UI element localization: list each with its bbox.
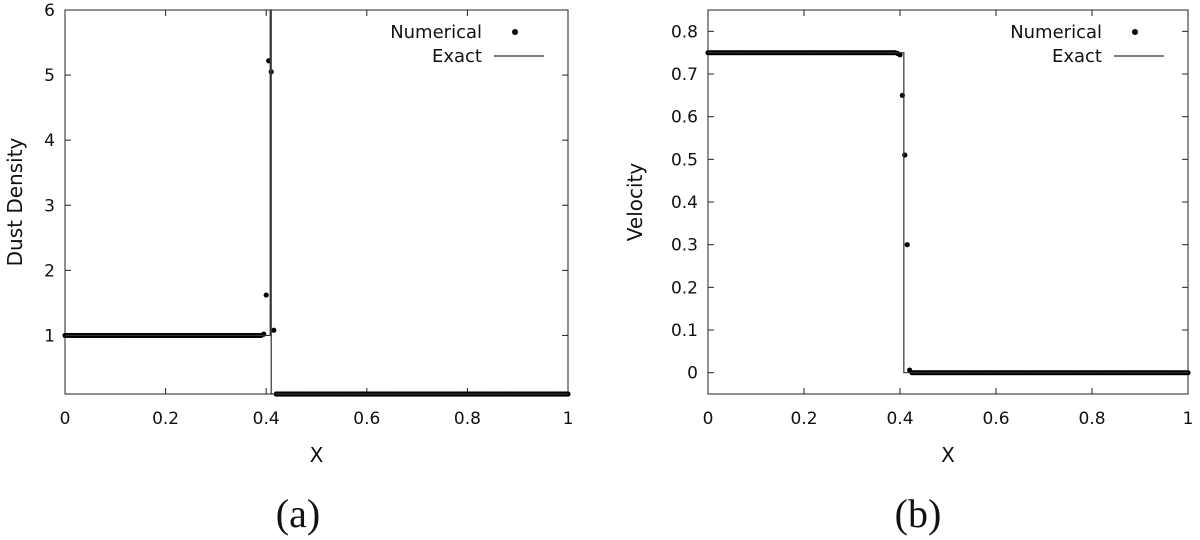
y-tick-label: 0.8 [671, 22, 698, 42]
legend-label-exact: Exact [432, 46, 482, 67]
y-tick-label: 3 [44, 196, 55, 216]
y-tick-label: 0.1 [671, 321, 698, 341]
chart-panel-2: 0 0.2 0.4 0.6 0.8 1 0 0.1 0.2 0.3 0.4 0.5 0.6 0.7 0.8 X… [623, 9, 1194, 536]
y-tick-label: 0 [687, 364, 698, 384]
x-tick-label: 0.8 [454, 409, 481, 429]
y-tick-label: 2 [44, 261, 55, 281]
y-tick-label: 0.2 [671, 278, 698, 298]
y-tick-label: 0.4 [671, 193, 698, 213]
numerical-data-point [897, 52, 903, 58]
x-tick-label: 0.2 [790, 409, 817, 429]
y-tick-label: 0.5 [671, 150, 698, 170]
x-tick-label: 0.2 [152, 409, 179, 429]
legend: Numerical Exact [1010, 22, 1164, 67]
x-tick-label: 0 [703, 409, 714, 429]
y-tick-label: 0.7 [671, 65, 698, 85]
x-axis-title: X [941, 443, 955, 467]
x-tick-label: 1 [563, 409, 574, 429]
y-tick-label: 1 [44, 326, 55, 346]
legend-label-exact: Exact [1052, 46, 1102, 67]
x-tick-label: 0.6 [982, 409, 1009, 429]
legend-marker-numerical [512, 29, 518, 35]
y-tick-label: 0.3 [671, 236, 698, 256]
x-tick-label: 0.4 [886, 409, 913, 429]
panel-label: (b) [895, 491, 942, 536]
exact-solution-line [65, 9, 568, 395]
legend-label-numerical: Numerical [1010, 22, 1102, 43]
legend-label-numerical: Numerical [390, 22, 482, 43]
x-tick-label: 0.8 [1078, 409, 1105, 429]
numerical-data-point [263, 292, 269, 298]
x-tick-label: 0 [60, 409, 71, 429]
numerical-data-point [902, 152, 908, 158]
x-axis-title: X [310, 443, 324, 467]
numerical-data-point [904, 242, 910, 248]
numerical-data-point [907, 367, 913, 373]
y-tick-label: 0.6 [671, 108, 698, 128]
chart-panel-1: 0 0.2 0.4 0.6 0.8 1 1 2 3 4 5 6 X Dust Density (a) Nume… [3, 1, 573, 536]
legend: Numerical Exact [390, 22, 544, 67]
exact-solution-line [708, 52, 1188, 374]
y-axis-title: Velocity [623, 163, 647, 242]
plot-frame [707, 9, 1189, 395]
numerical-data-point [271, 327, 277, 333]
legend-marker-numerical [1132, 29, 1138, 35]
x-tick-label: 0.4 [253, 409, 280, 429]
y-tick-label: 4 [44, 131, 55, 151]
x-tick-label: 0.6 [353, 409, 380, 429]
panel-label: (a) [276, 491, 320, 536]
y-axis-title: Dust Density [3, 137, 27, 266]
y-tick-label: 6 [44, 1, 55, 21]
x-tick-label: 1 [1183, 409, 1194, 429]
y-tick-label: 5 [44, 66, 55, 86]
